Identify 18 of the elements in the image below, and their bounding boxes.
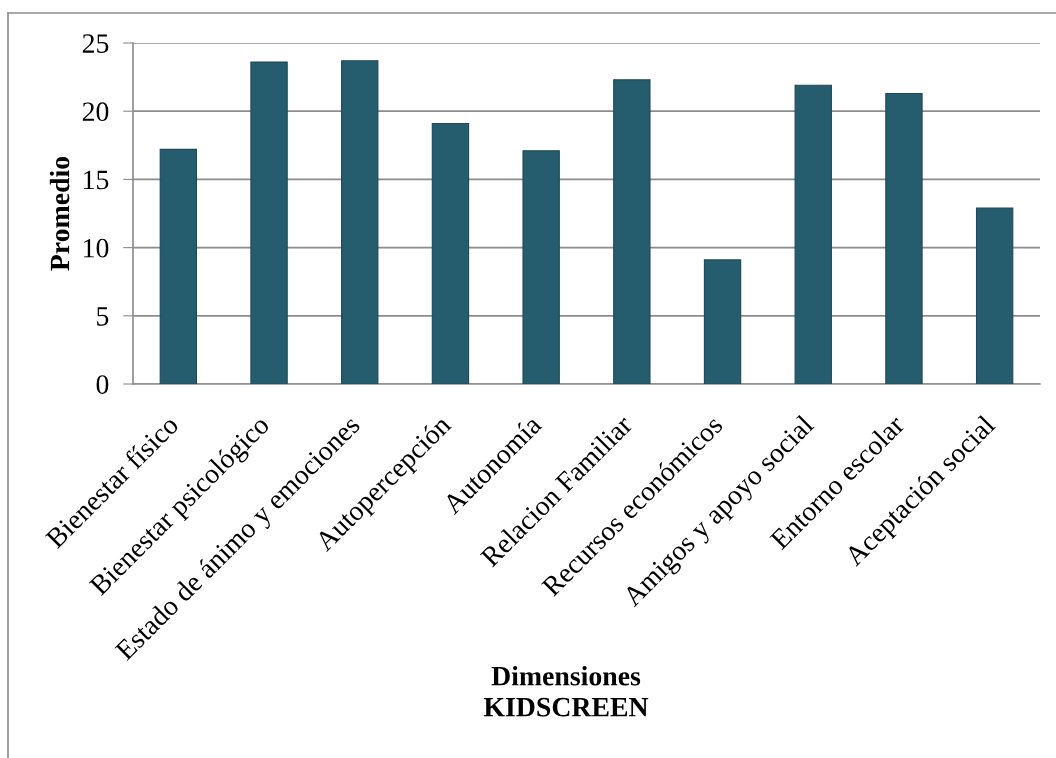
y-axis-title: Promedio — [49, 156, 70, 271]
bar — [794, 84, 832, 384]
y-tick-label: 20 — [82, 102, 109, 122]
bar — [522, 150, 560, 384]
y-tick-label: 0 — [96, 375, 109, 394]
y-tick-label: 25 — [82, 34, 109, 53]
x-axis-title: Dimensiones KIDSCREEN — [483, 666, 649, 717]
bar — [341, 60, 379, 384]
bar — [159, 148, 198, 384]
y-tick-label: 10 — [84, 238, 109, 258]
bar — [613, 79, 651, 384]
y-tick-label: 15 — [84, 170, 109, 190]
bar — [885, 92, 923, 384]
bar — [703, 259, 742, 384]
bar — [975, 207, 1014, 384]
y-tick-label: 5 — [97, 307, 109, 326]
bar — [250, 61, 288, 384]
bar — [431, 122, 470, 384]
